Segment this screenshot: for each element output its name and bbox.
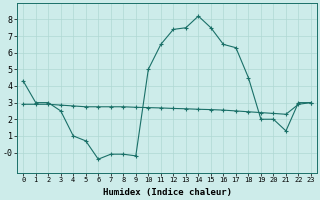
X-axis label: Humidex (Indice chaleur): Humidex (Indice chaleur)	[103, 188, 232, 197]
